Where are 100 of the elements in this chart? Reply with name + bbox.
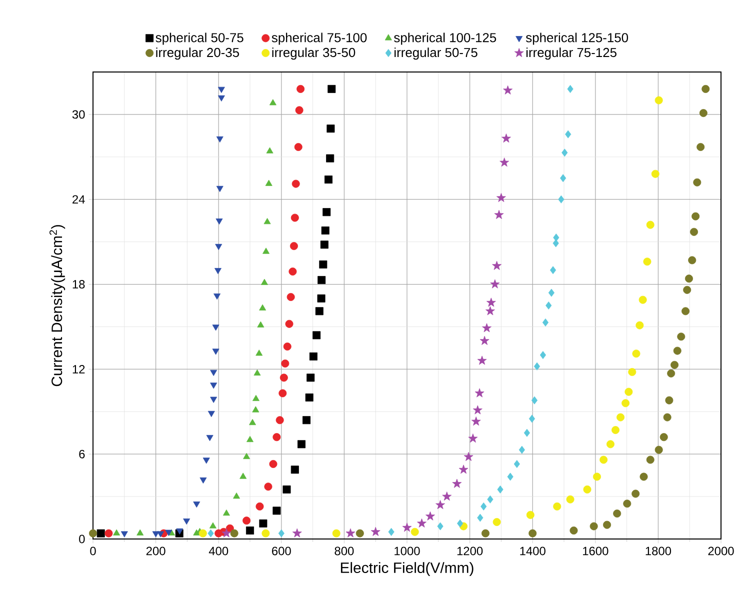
point — [643, 258, 652, 266]
point — [272, 506, 281, 515]
point — [256, 502, 264, 510]
point — [222, 510, 230, 516]
point — [326, 154, 334, 162]
point — [606, 440, 614, 448]
point — [477, 514, 484, 522]
point — [113, 529, 120, 536]
point — [660, 433, 668, 442]
point — [442, 492, 452, 501]
point — [209, 522, 216, 528]
point — [294, 143, 302, 151]
point — [324, 176, 333, 184]
point — [480, 336, 490, 345]
y-tick-label: 30 — [72, 110, 85, 119]
y-tick-label: 0 — [79, 534, 85, 544]
point — [306, 374, 315, 382]
point — [290, 214, 299, 222]
point — [328, 84, 336, 93]
point — [222, 528, 232, 538]
point — [612, 426, 620, 434]
point — [600, 456, 608, 464]
point — [590, 522, 598, 530]
point — [616, 413, 625, 422]
point — [259, 304, 266, 310]
y-tick-label: 18 — [72, 280, 85, 288]
x-tick-label: 1600 — [583, 546, 608, 556]
point — [89, 529, 97, 538]
point — [566, 495, 574, 504]
point — [120, 531, 128, 538]
point — [436, 500, 446, 510]
point — [290, 242, 298, 250]
legend-label: irregular 50-75 — [394, 48, 478, 60]
point — [218, 95, 225, 102]
point — [208, 410, 215, 418]
point — [531, 396, 538, 404]
point — [242, 516, 251, 525]
legend-label: spherical 50-75 — [156, 32, 244, 45]
point — [286, 293, 295, 302]
point — [646, 220, 654, 229]
point — [490, 279, 500, 288]
point — [583, 485, 592, 494]
point — [553, 502, 562, 510]
point — [280, 374, 288, 382]
point — [514, 460, 520, 468]
point — [482, 323, 492, 332]
point — [417, 518, 426, 528]
point — [485, 306, 495, 316]
point — [472, 405, 482, 414]
point — [670, 360, 679, 369]
point — [482, 529, 490, 538]
point — [243, 452, 250, 460]
point — [292, 528, 302, 538]
point — [260, 278, 268, 285]
x-tick-label: 400 — [208, 546, 228, 556]
point — [474, 388, 484, 398]
point — [265, 180, 272, 186]
point — [624, 388, 633, 396]
point — [290, 466, 299, 474]
point — [218, 86, 225, 93]
point — [165, 530, 172, 536]
point — [562, 148, 568, 157]
point — [183, 518, 190, 525]
point — [346, 528, 356, 538]
point — [528, 529, 537, 538]
legend-label: spherical 125-150 — [526, 32, 628, 45]
point — [296, 84, 305, 93]
point — [502, 134, 511, 143]
point — [477, 356, 487, 365]
point — [552, 239, 559, 248]
point — [546, 302, 552, 310]
point — [262, 529, 270, 538]
point — [682, 307, 690, 316]
point — [356, 529, 364, 538]
point — [202, 458, 210, 464]
point — [632, 490, 640, 498]
point — [518, 446, 525, 454]
legend-label: irregular 35-50 — [272, 48, 356, 60]
point — [257, 321, 264, 328]
point — [193, 502, 200, 508]
point — [326, 124, 335, 133]
point — [550, 266, 556, 274]
point — [298, 440, 306, 448]
point — [152, 531, 160, 538]
point — [613, 510, 622, 518]
point — [565, 130, 572, 138]
point — [503, 85, 513, 94]
point — [486, 298, 496, 307]
point — [622, 399, 630, 408]
point — [468, 434, 478, 443]
point — [558, 195, 564, 204]
point — [216, 186, 224, 192]
point — [278, 389, 287, 398]
point — [693, 178, 702, 186]
point — [667, 369, 676, 378]
point — [104, 529, 113, 538]
point — [528, 414, 536, 423]
point — [249, 418, 256, 426]
point — [210, 396, 218, 403]
point — [276, 416, 284, 424]
